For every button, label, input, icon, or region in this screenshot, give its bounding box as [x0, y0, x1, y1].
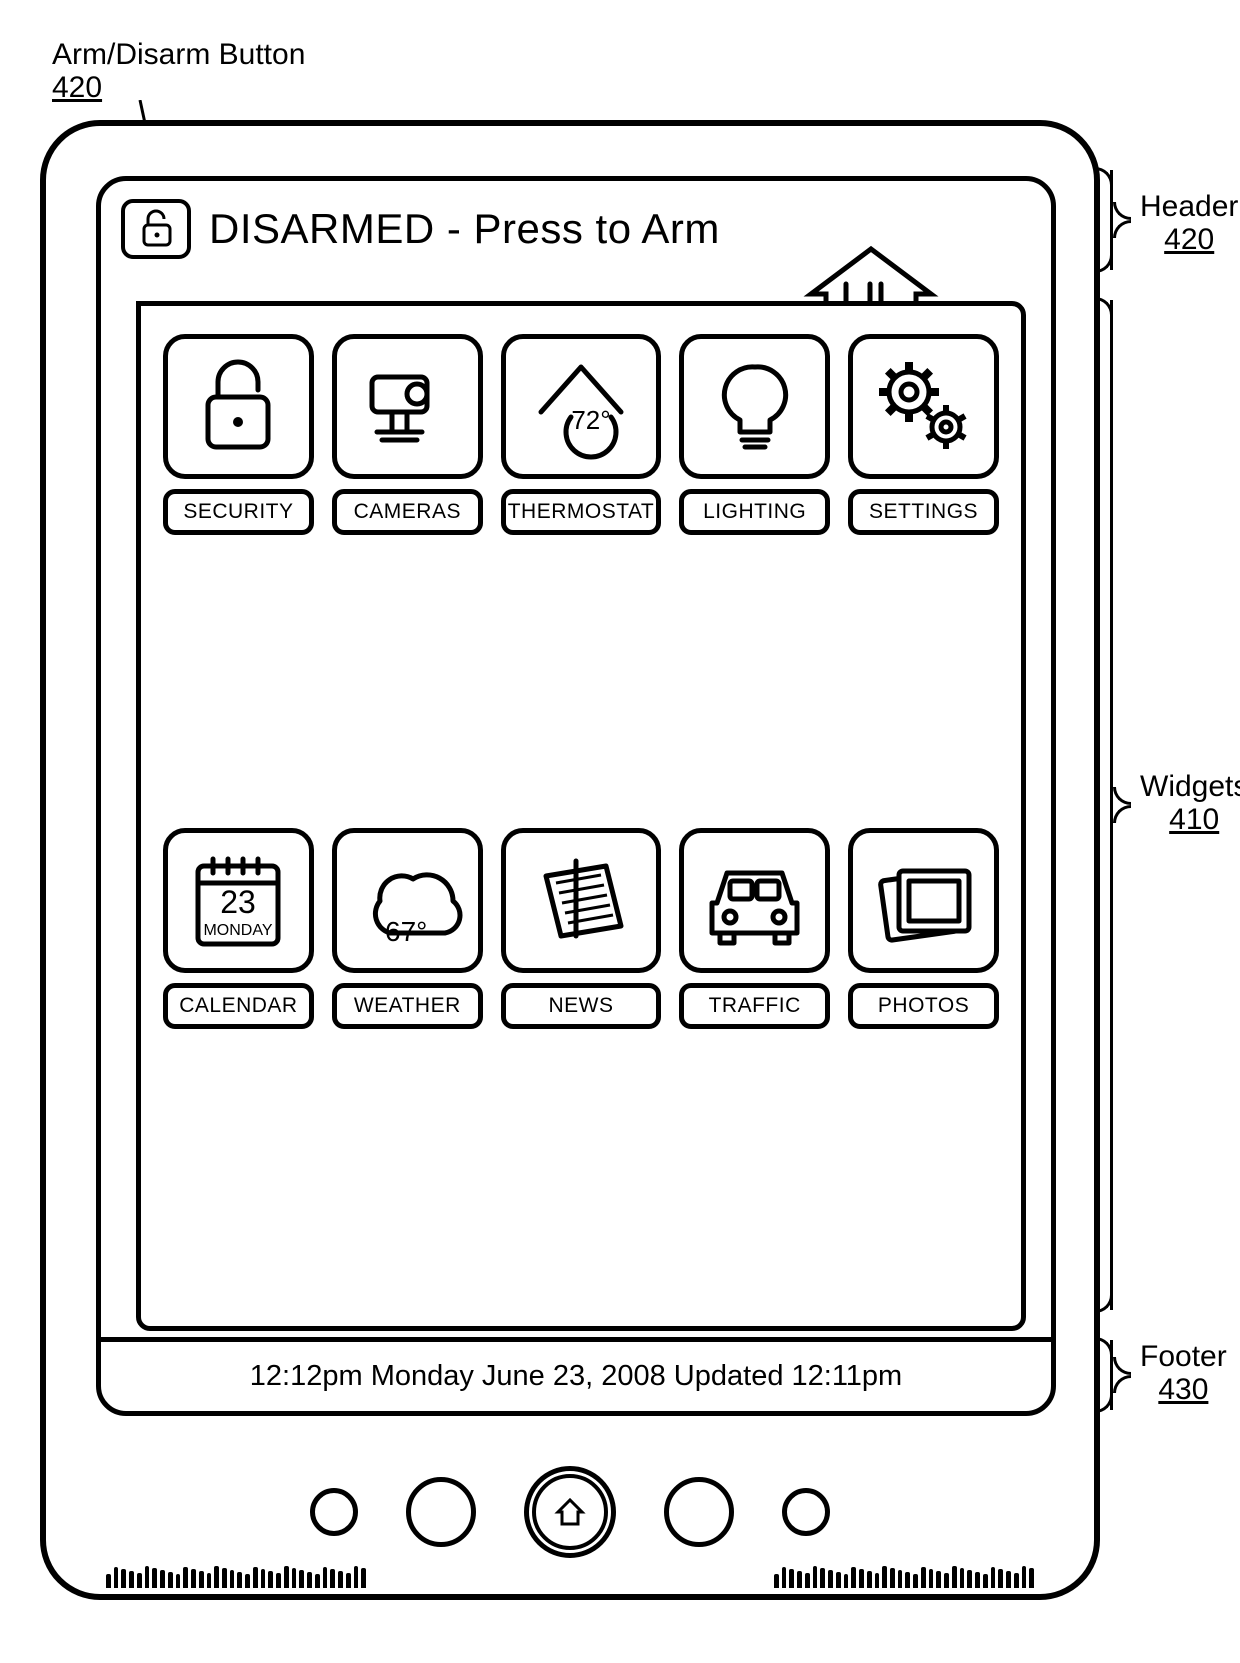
thermostat-label: THERMOSTAT	[501, 489, 662, 535]
svg-text:67°: 67°	[385, 916, 427, 947]
security-label: SECURITY	[163, 489, 314, 535]
brace-footer	[1110, 1340, 1113, 1410]
cameras-label: CAMERAS	[332, 489, 483, 535]
cameras-icon	[332, 334, 483, 479]
weather-icon: 67°	[332, 828, 483, 973]
hardware-button-row	[46, 1466, 1094, 1558]
callout-widgets-ref: 410	[1140, 803, 1240, 836]
widget-cameras[interactable]: CAMERAS	[332, 334, 483, 804]
thermostat-icon: 72°	[501, 334, 662, 479]
callout-footer: Footer 430	[1140, 1340, 1227, 1406]
callout-header: Header 420	[1140, 190, 1238, 256]
traffic-icon	[679, 828, 830, 973]
lighting-label: LIGHTING	[679, 489, 830, 535]
callout-footer-label: Footer	[1140, 1340, 1227, 1373]
widget-news[interactable]: NEWS	[501, 828, 662, 1298]
callout-header-ref: 420	[1140, 223, 1238, 256]
footer-bar: 12:12pm Monday June 23, 2008 Updated 12:…	[101, 1337, 1051, 1411]
widget-grid: SECURITY CAMERAS 72° THERMOSTAT LIGHTING SET…	[163, 334, 999, 1298]
hw-button-2[interactable]	[406, 1477, 476, 1547]
arm-disarm-button[interactable]	[121, 199, 191, 259]
brace-header	[1110, 170, 1113, 270]
widget-thermostat[interactable]: 72° THERMOSTAT	[501, 334, 662, 804]
widgets-panel: SECURITY CAMERAS 72° THERMOSTAT LIGHTING SET…	[136, 301, 1026, 1331]
widget-calendar[interactable]: 23 MONDAY CALENDAR	[163, 828, 314, 1298]
news-icon	[501, 828, 662, 973]
settings-icon	[848, 334, 999, 479]
widget-security[interactable]: SECURITY	[163, 334, 314, 804]
widget-photos[interactable]: PHOTOS	[848, 828, 999, 1298]
photos-icon	[848, 828, 999, 973]
device-frame: DISARMED - Press to Arm uControl SECURIT…	[40, 120, 1100, 1600]
lighting-icon	[679, 334, 830, 479]
callout-arm-disarm: Arm/Disarm Button 420	[52, 38, 305, 104]
widget-settings[interactable]: SETTINGS	[848, 334, 999, 804]
calendar-icon: 23 MONDAY	[163, 828, 314, 973]
home-icon	[550, 1492, 590, 1532]
callout-widgets-label: Widgets	[1140, 770, 1240, 803]
svg-text:72°: 72°	[571, 405, 610, 435]
security-icon	[163, 334, 314, 479]
callout-header-label: Header	[1140, 190, 1238, 223]
callout-widgets: Widgets 410	[1140, 770, 1240, 836]
speaker-grille-right	[774, 1566, 1034, 1588]
hw-button-1[interactable]	[310, 1488, 358, 1536]
arm-status-text: DISARMED - Press to Arm	[209, 205, 720, 253]
brace-widgets	[1110, 300, 1113, 1310]
callout-arm-ref: 420	[52, 71, 305, 104]
svg-text:MONDAY: MONDAY	[204, 922, 273, 939]
svg-text:23: 23	[221, 884, 257, 920]
lock-open-icon	[134, 209, 178, 249]
traffic-label: TRAFFIC	[679, 983, 830, 1029]
hw-button-3[interactable]	[664, 1477, 734, 1547]
settings-label: SETTINGS	[848, 489, 999, 535]
speaker-grille-left	[106, 1566, 366, 1588]
weather-label: WEATHER	[332, 983, 483, 1029]
hw-button-home[interactable]	[524, 1466, 616, 1558]
news-label: NEWS	[501, 983, 662, 1029]
calendar-label: CALENDAR	[163, 983, 314, 1029]
widget-weather[interactable]: 67° WEATHER	[332, 828, 483, 1298]
callout-arm-label: Arm/Disarm Button	[52, 38, 305, 71]
widget-lighting[interactable]: LIGHTING	[679, 334, 830, 804]
hw-button-4[interactable]	[782, 1488, 830, 1536]
footer-text: 12:12pm Monday June 23, 2008 Updated 12:…	[250, 1360, 902, 1393]
widget-traffic[interactable]: TRAFFIC	[679, 828, 830, 1298]
photos-label: PHOTOS	[848, 983, 999, 1029]
callout-footer-ref: 430	[1140, 1373, 1227, 1406]
screen: DISARMED - Press to Arm uControl SECURIT…	[96, 176, 1056, 1416]
